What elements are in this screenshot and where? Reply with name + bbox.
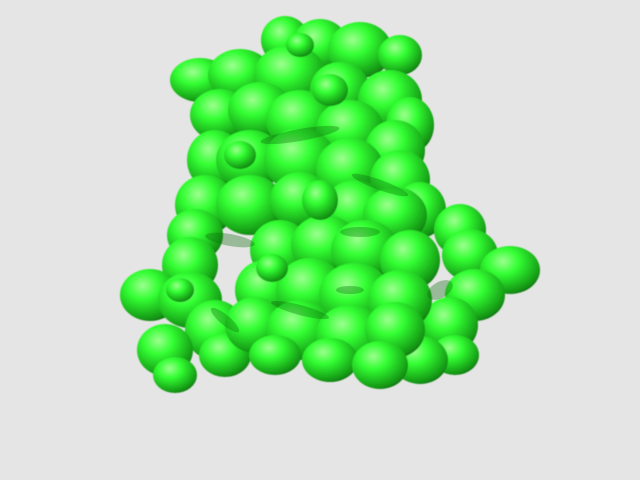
surface-blob <box>216 175 284 235</box>
surface-blob <box>302 180 338 220</box>
surface-blob <box>312 74 348 106</box>
surface-crease <box>210 307 240 333</box>
surface-blob <box>378 35 422 75</box>
surface-crease <box>205 232 255 248</box>
surface-blob <box>249 335 301 375</box>
surface-blob <box>286 33 314 57</box>
surface-crease <box>260 125 340 145</box>
surface-blobs <box>120 16 540 393</box>
surface-blob <box>224 141 256 169</box>
surface-blob <box>166 278 194 302</box>
surface-crease <box>340 227 380 237</box>
surface-crease <box>427 280 453 300</box>
surface-blob <box>256 254 288 282</box>
surface-creases <box>205 125 453 333</box>
surface-crease <box>351 173 409 197</box>
surface-blob <box>352 341 408 389</box>
surface-blob <box>153 357 197 393</box>
surface-blob <box>302 338 358 382</box>
surface-crease <box>336 286 364 294</box>
surface-crease <box>270 300 330 320</box>
